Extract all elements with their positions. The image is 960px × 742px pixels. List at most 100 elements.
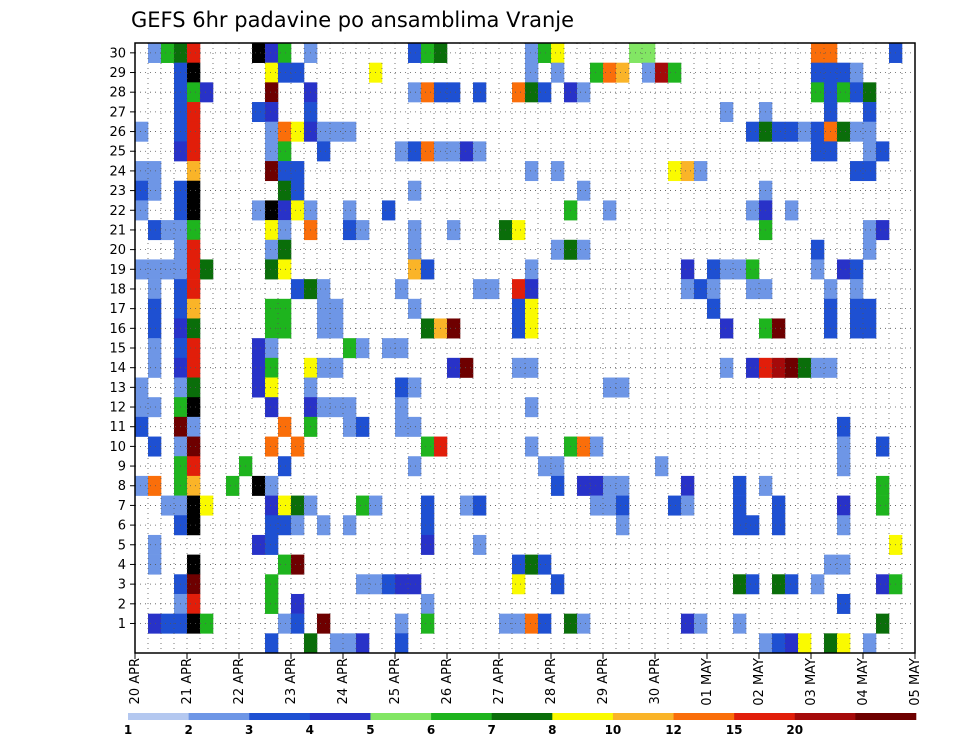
- colorbar-swatch: [855, 713, 917, 720]
- heatmap-cell: [395, 574, 409, 595]
- heatmap-cell: [577, 180, 591, 201]
- heatmap-cell: [798, 633, 812, 654]
- y-tick-label: 15: [109, 342, 126, 357]
- heatmap-cell: [278, 43, 292, 63]
- heatmap-cell: [876, 220, 890, 241]
- heatmap-cell: [421, 436, 435, 457]
- heatmap-cell: [317, 357, 331, 378]
- heatmap-cell: [746, 357, 760, 378]
- heatmap-cell: [720, 357, 734, 378]
- heatmap-cell: [356, 220, 370, 241]
- heatmap-cell: [720, 259, 734, 280]
- heatmap-cell: [707, 259, 721, 280]
- heatmap-cell: [733, 574, 747, 595]
- y-tick-label: 6: [118, 519, 126, 534]
- heatmap-cell: [187, 141, 201, 162]
- heatmap-cell: [447, 220, 461, 241]
- heatmap-cell: [837, 554, 851, 575]
- heatmap-cell: [798, 357, 812, 378]
- x-tick-label: 01 MAY: [700, 658, 715, 706]
- heatmap-cell: [590, 62, 604, 83]
- heatmap-cell: [291, 200, 305, 221]
- heatmap-cell: [187, 318, 201, 339]
- heatmap-cell: [707, 279, 721, 300]
- heatmap-cell: [616, 377, 630, 398]
- colorbar-label: 1: [124, 723, 132, 737]
- y-tick-label: 9: [118, 460, 126, 475]
- heatmap-cell: [135, 397, 149, 418]
- heatmap-cell: [265, 259, 279, 280]
- heatmap-cell: [512, 574, 526, 595]
- heatmap-cell: [135, 200, 149, 221]
- heatmap-cell: [525, 298, 539, 319]
- heatmap-cell: [343, 121, 357, 142]
- heatmap-cell: [291, 436, 305, 457]
- colorbar-label: 3: [245, 723, 253, 737]
- heatmap-cell: [473, 495, 487, 516]
- heatmap-cell: [785, 574, 799, 595]
- y-tick-label: 3: [118, 578, 126, 593]
- heatmap-cell: [577, 82, 591, 103]
- heatmap-cell: [525, 554, 539, 575]
- heatmap-cell: [551, 161, 565, 182]
- heatmap-cell: [187, 554, 201, 575]
- heatmap-cell: [850, 82, 864, 103]
- heatmap-cell: [772, 495, 786, 516]
- x-tick-label: 04 MAY: [856, 658, 871, 706]
- heatmap-cell: [187, 161, 201, 182]
- heatmap-cell: [525, 43, 539, 63]
- heatmap-cell: [408, 259, 422, 280]
- x-tick-label: 25 APR: [388, 658, 403, 704]
- heatmap-cell: [343, 200, 357, 221]
- heatmap-cell: [525, 318, 539, 339]
- heatmap-cell: [863, 220, 877, 241]
- heatmap-cell: [382, 338, 396, 359]
- heatmap-cell: [772, 357, 786, 378]
- heatmap-cell: [408, 416, 422, 437]
- heatmap-cell: [278, 416, 292, 437]
- heatmap-cell: [525, 436, 539, 457]
- heatmap-cell: [733, 613, 747, 634]
- heatmap-cell: [551, 43, 565, 63]
- heatmap-cell: [668, 495, 682, 516]
- y-tick-label: 18: [109, 282, 126, 297]
- heatmap-cell: [538, 554, 552, 575]
- heatmap-cell: [616, 495, 630, 516]
- heatmap-cell: [278, 298, 292, 319]
- heatmap-cell: [525, 613, 539, 634]
- heatmap-cell: [551, 574, 565, 595]
- heatmap-cell: [772, 121, 786, 142]
- x-tick-label: 23 APR: [284, 658, 299, 704]
- heatmap-cell: [265, 62, 279, 83]
- heatmap-cell: [785, 121, 799, 142]
- heatmap-cell: [291, 613, 305, 634]
- x-tick-label: 24 APR: [336, 658, 351, 704]
- heatmap-cell: [161, 259, 175, 280]
- heatmap-cell: [187, 574, 201, 595]
- heatmap-cell: [278, 161, 292, 182]
- heatmap-cell: [161, 613, 175, 634]
- heatmap-cell: [668, 161, 682, 182]
- heatmap-cell: [317, 613, 331, 634]
- heatmap-cell: [200, 613, 214, 634]
- heatmap-cell: [408, 239, 422, 260]
- heatmap-cell: [733, 259, 747, 280]
- heatmap-cell: [408, 574, 422, 595]
- heatmap-cell: [278, 220, 292, 241]
- heatmap-cell: [577, 239, 591, 260]
- heatmap-cell: [863, 102, 877, 123]
- heatmap-cell: [590, 436, 604, 457]
- heatmap-cell: [200, 495, 214, 516]
- heatmap-cell: [525, 357, 539, 378]
- heatmap-cell: [408, 141, 422, 162]
- y-tick-label: 23: [109, 184, 126, 199]
- heatmap-cell: [863, 298, 877, 319]
- heatmap-cell: [187, 62, 201, 83]
- heatmap-cell: [460, 141, 474, 162]
- heatmap-cell: [148, 436, 162, 457]
- heatmap-cell: [356, 416, 370, 437]
- heatmap-cell: [681, 279, 695, 300]
- y-tick-label: 22: [109, 204, 126, 219]
- heatmap-cell: [395, 416, 409, 437]
- heatmap-cell: [421, 141, 435, 162]
